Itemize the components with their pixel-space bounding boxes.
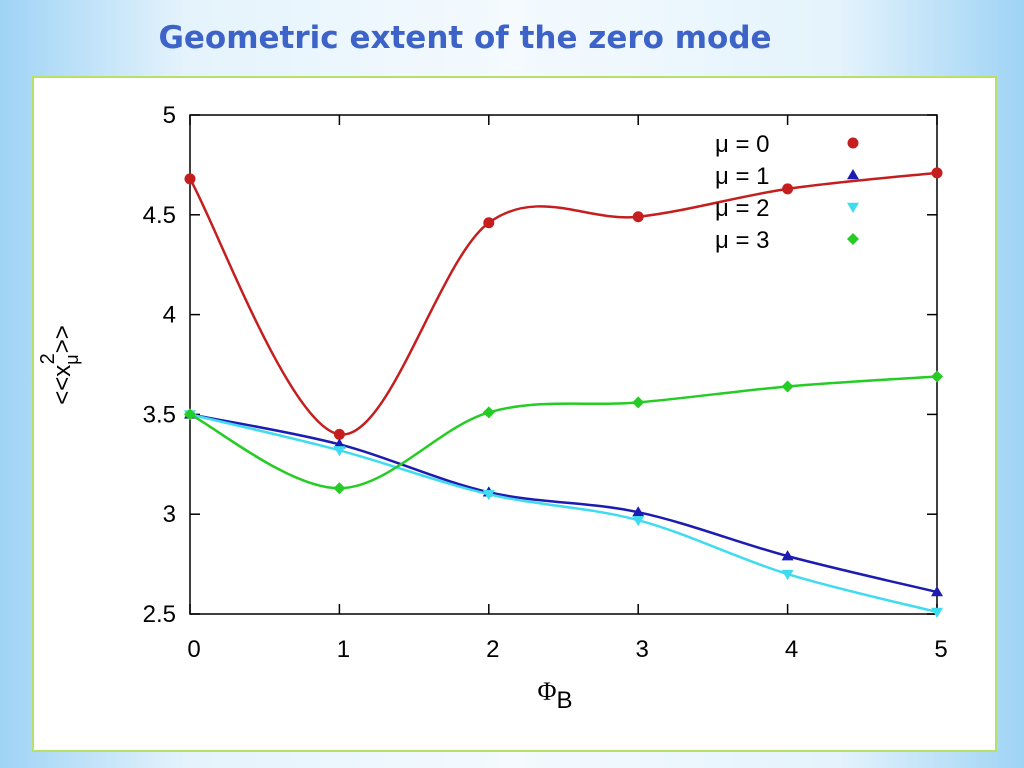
x-tick-label: 4 bbox=[785, 636, 798, 663]
x-tick-label: 0 bbox=[187, 636, 200, 663]
data-point bbox=[184, 173, 196, 185]
series-line bbox=[189, 375, 938, 490]
data-point bbox=[931, 167, 943, 179]
legend-label: μ = 3 bbox=[715, 227, 770, 254]
data-point bbox=[632, 515, 645, 527]
data-point bbox=[931, 370, 943, 383]
x-axis-label: ΦB bbox=[537, 677, 572, 714]
data-point bbox=[931, 607, 943, 619]
data-point bbox=[781, 569, 794, 581]
series-line bbox=[189, 413, 938, 594]
legend-marker bbox=[847, 233, 859, 245]
legend-label: μ = 1 bbox=[715, 163, 770, 190]
data-point bbox=[632, 396, 645, 409]
slide-title: Geometric extent of the zero mode bbox=[158, 20, 772, 56]
plot-border bbox=[189, 114, 938, 615]
data-point bbox=[333, 446, 346, 457]
y-tick-label: 4 bbox=[163, 302, 176, 329]
x-label-sub: B bbox=[557, 687, 573, 714]
legend-label: μ = 2 bbox=[715, 195, 770, 222]
data-point bbox=[931, 586, 943, 597]
y-tick-label: 4.5 bbox=[143, 202, 176, 229]
y-tick-label: 5 bbox=[163, 102, 176, 129]
data-point bbox=[333, 428, 345, 440]
x-tick-label: 5 bbox=[934, 636, 947, 663]
legend-marker bbox=[847, 202, 859, 213]
y-axis-label: <<xμ2>> bbox=[37, 325, 82, 405]
x-label-main: Φ bbox=[537, 677, 556, 706]
y-label-sub: μ bbox=[62, 354, 82, 364]
x-tick-label: 1 bbox=[337, 636, 350, 663]
data-point bbox=[333, 482, 346, 495]
data-point bbox=[333, 438, 346, 449]
legend-marker bbox=[847, 169, 859, 180]
y-label-end: >> bbox=[49, 325, 76, 353]
legend-label: μ = 0 bbox=[715, 131, 770, 158]
data-point bbox=[482, 406, 495, 419]
data-point bbox=[782, 183, 794, 195]
data-point bbox=[632, 211, 644, 223]
data-point bbox=[632, 506, 645, 517]
data-point bbox=[483, 217, 495, 229]
y-label-sup: 2 bbox=[37, 353, 59, 364]
y-tick-label: 3.5 bbox=[143, 401, 176, 428]
series-line bbox=[189, 413, 938, 614]
y-tick-label: 2.5 bbox=[143, 601, 176, 628]
data-point bbox=[781, 550, 794, 561]
legend-marker bbox=[847, 137, 859, 149]
data-point bbox=[184, 408, 196, 421]
data-point bbox=[482, 490, 495, 501]
x-tick-label: 3 bbox=[636, 636, 649, 663]
y-tick-label: 3 bbox=[163, 501, 176, 528]
series-line bbox=[188, 171, 938, 436]
data-point bbox=[781, 380, 794, 393]
x-tick-label: 2 bbox=[486, 636, 499, 663]
y-label-main: <<x bbox=[49, 365, 76, 405]
